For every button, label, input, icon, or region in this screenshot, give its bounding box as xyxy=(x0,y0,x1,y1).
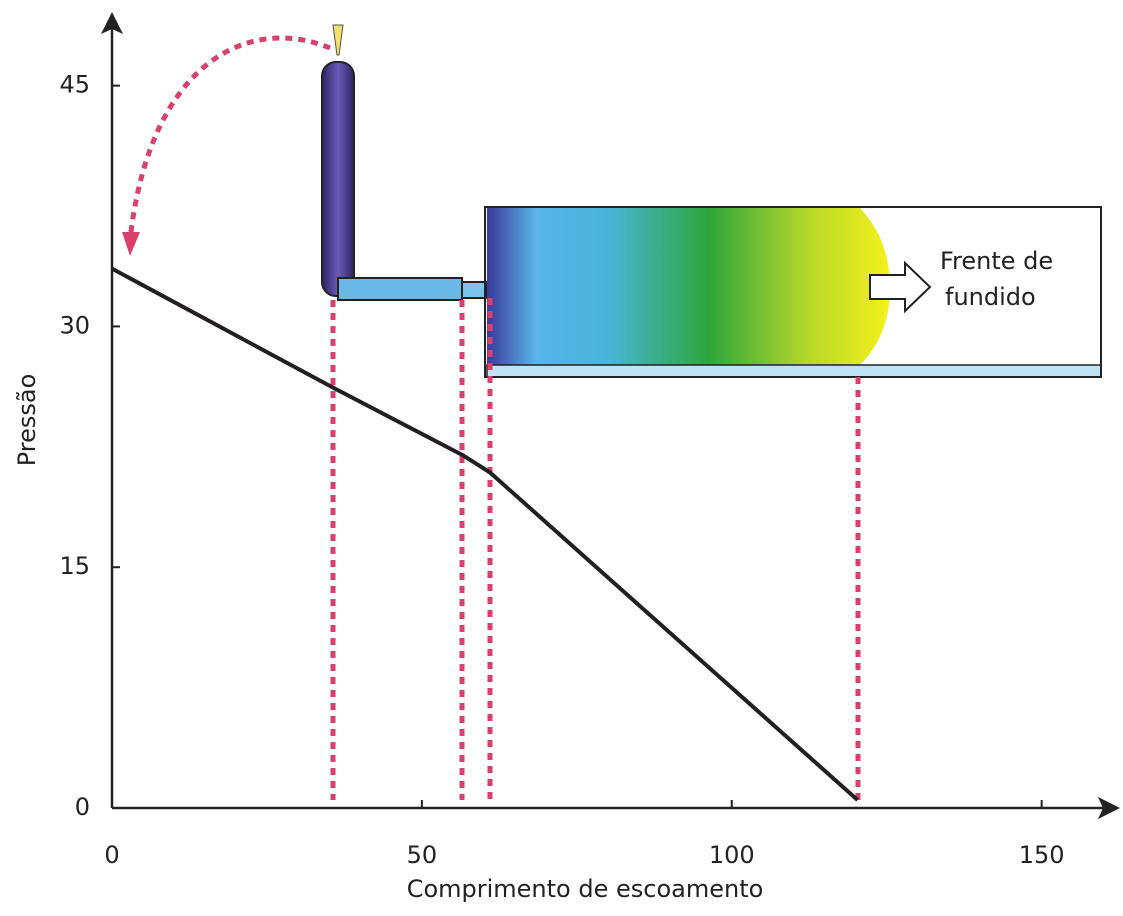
cavity-bottom xyxy=(486,364,1102,378)
sprue xyxy=(321,61,355,297)
y-tick-label: 15 xyxy=(59,552,90,580)
y-tick-label: 30 xyxy=(59,311,90,339)
x-axis-arrow xyxy=(1098,797,1120,819)
y-axis-label: Pressão xyxy=(13,374,41,467)
melt xyxy=(487,208,890,365)
x-tick-label: 150 xyxy=(1019,841,1065,869)
annotation: Frente de xyxy=(940,247,1053,275)
x-axis-label: Comprimento de escoamento xyxy=(407,875,764,903)
arrow-head xyxy=(122,232,140,256)
annotation: fundido xyxy=(945,283,1036,311)
x-tick-label: 50 xyxy=(407,841,438,869)
line xyxy=(111,266,859,802)
nozzle xyxy=(332,24,344,56)
cavity xyxy=(484,206,1102,378)
x-tick-label: 0 xyxy=(104,841,119,869)
x-tick-label: 100 xyxy=(709,841,755,869)
flow-arrow xyxy=(869,260,932,314)
y-tick-label: 0 xyxy=(75,793,90,821)
illustration: Frente de fundido xyxy=(122,24,1102,800)
gate xyxy=(461,281,487,299)
runner xyxy=(337,277,463,301)
y-tick-label: 45 xyxy=(59,71,90,99)
y-axis-arrow xyxy=(101,12,123,34)
return-arrow xyxy=(127,35,331,241)
